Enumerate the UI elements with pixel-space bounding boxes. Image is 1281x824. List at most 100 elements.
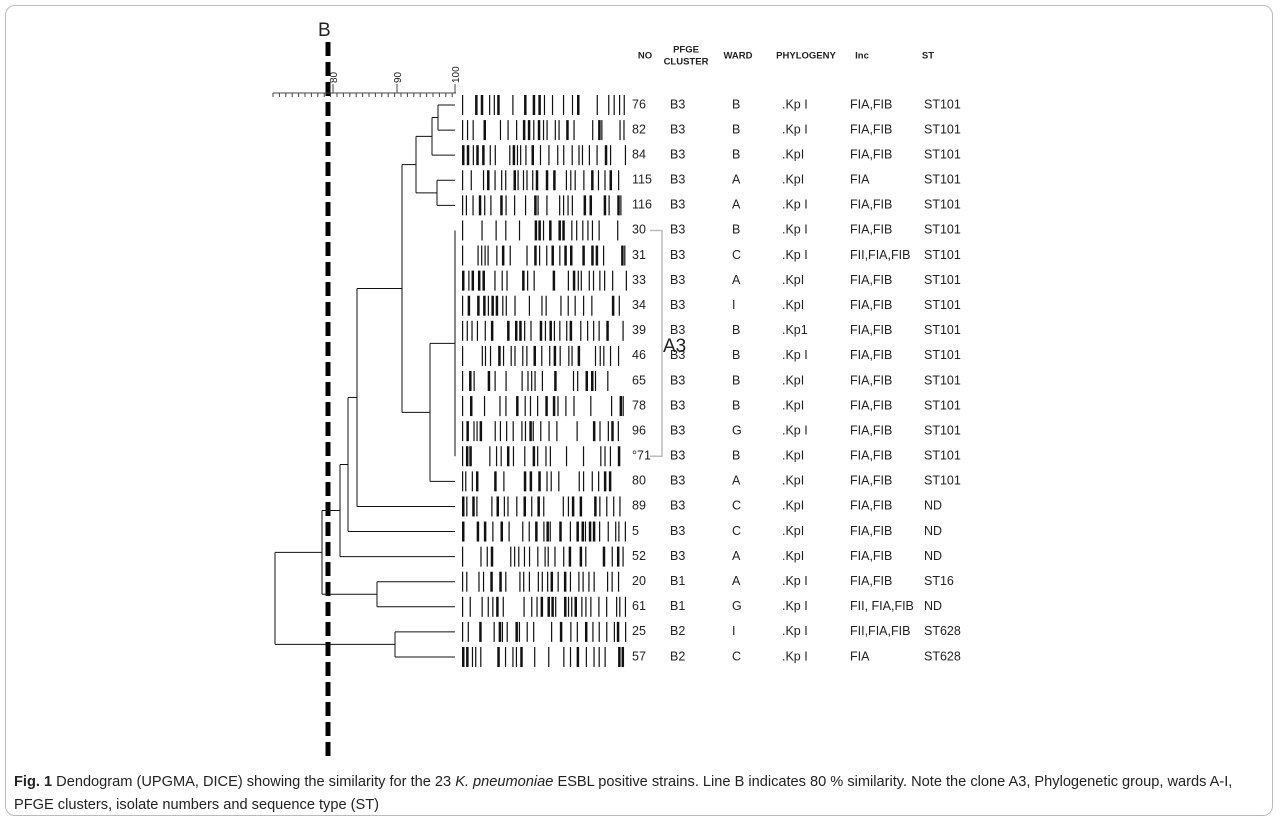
band bbox=[583, 572, 584, 592]
band bbox=[622, 547, 623, 567]
phylogeny: .KpI bbox=[782, 147, 804, 161]
band bbox=[462, 346, 463, 366]
band bbox=[513, 145, 516, 165]
band bbox=[527, 271, 528, 291]
ward: B bbox=[732, 122, 740, 136]
band bbox=[551, 622, 552, 642]
pfge-cluster: B2 bbox=[670, 649, 685, 663]
band bbox=[623, 120, 624, 140]
band bbox=[477, 296, 480, 316]
band bbox=[573, 271, 576, 291]
band bbox=[497, 647, 500, 667]
inc: FIA,FIB bbox=[850, 147, 892, 161]
band bbox=[497, 496, 500, 516]
band bbox=[470, 597, 471, 617]
band bbox=[589, 522, 592, 542]
band bbox=[592, 622, 593, 642]
band bbox=[595, 371, 596, 391]
band bbox=[572, 95, 573, 115]
band bbox=[524, 471, 527, 491]
band bbox=[507, 496, 508, 516]
ward: A bbox=[732, 173, 741, 187]
band bbox=[537, 446, 538, 466]
band bbox=[488, 371, 491, 391]
band bbox=[593, 522, 596, 542]
band bbox=[531, 145, 534, 165]
band bbox=[538, 120, 541, 140]
inc: FIA bbox=[850, 173, 870, 187]
band bbox=[533, 95, 536, 115]
band bbox=[529, 572, 530, 592]
band bbox=[563, 647, 564, 667]
band bbox=[538, 95, 541, 115]
pfge-cluster: B2 bbox=[670, 624, 685, 638]
inc: FIA,FIB bbox=[850, 574, 892, 588]
header: CLUSTER bbox=[664, 57, 709, 68]
band bbox=[604, 170, 605, 190]
band bbox=[494, 622, 495, 642]
band bbox=[462, 246, 463, 266]
band bbox=[572, 195, 573, 215]
isolate-no: 57 bbox=[632, 649, 646, 663]
band bbox=[488, 597, 489, 617]
inc: FII,FIA,FIB bbox=[850, 248, 910, 262]
band bbox=[612, 547, 613, 567]
band bbox=[598, 471, 599, 491]
isolate-no: 78 bbox=[632, 398, 646, 412]
band bbox=[472, 195, 473, 215]
band bbox=[476, 145, 479, 165]
band bbox=[598, 120, 601, 140]
band bbox=[522, 271, 525, 291]
band bbox=[617, 220, 618, 240]
phylogeny: .KpI bbox=[782, 449, 804, 463]
band bbox=[583, 296, 584, 316]
band bbox=[477, 522, 480, 542]
band bbox=[608, 95, 609, 115]
st: ST628 bbox=[924, 649, 961, 663]
phylogeny: .Kp I bbox=[782, 223, 808, 237]
band bbox=[514, 296, 515, 316]
band bbox=[529, 296, 530, 316]
inc: FIA,FIB bbox=[850, 348, 892, 362]
phylogeny: .KpI bbox=[782, 173, 804, 187]
band bbox=[582, 145, 583, 165]
band bbox=[516, 396, 519, 416]
band bbox=[462, 647, 465, 667]
band bbox=[470, 396, 473, 416]
ward: C bbox=[732, 649, 741, 663]
st: ST101 bbox=[924, 298, 961, 312]
band bbox=[546, 195, 547, 215]
band bbox=[606, 496, 607, 516]
band bbox=[553, 271, 556, 291]
band bbox=[495, 421, 496, 441]
band bbox=[540, 421, 541, 441]
band bbox=[587, 220, 588, 240]
band bbox=[573, 396, 574, 416]
ward: A bbox=[732, 549, 741, 563]
band bbox=[487, 170, 490, 190]
band bbox=[526, 170, 527, 190]
inc: FIA,FIB bbox=[850, 524, 892, 538]
band bbox=[593, 321, 594, 341]
band bbox=[548, 421, 549, 441]
band bbox=[545, 396, 548, 416]
band bbox=[568, 271, 569, 291]
band bbox=[570, 246, 573, 266]
band bbox=[604, 271, 605, 291]
isolate-no: 39 bbox=[632, 323, 646, 337]
band bbox=[580, 496, 583, 516]
pfge-cluster: B3 bbox=[670, 173, 685, 187]
band bbox=[496, 597, 499, 617]
header: PFGE bbox=[673, 45, 699, 56]
band bbox=[524, 496, 527, 516]
band bbox=[540, 145, 541, 165]
band bbox=[491, 321, 494, 341]
band bbox=[507, 321, 510, 341]
st: ST101 bbox=[924, 449, 961, 463]
band bbox=[618, 522, 619, 542]
band bbox=[465, 471, 466, 491]
band bbox=[566, 321, 567, 341]
band bbox=[522, 522, 523, 542]
band bbox=[596, 145, 597, 165]
band bbox=[618, 421, 619, 441]
